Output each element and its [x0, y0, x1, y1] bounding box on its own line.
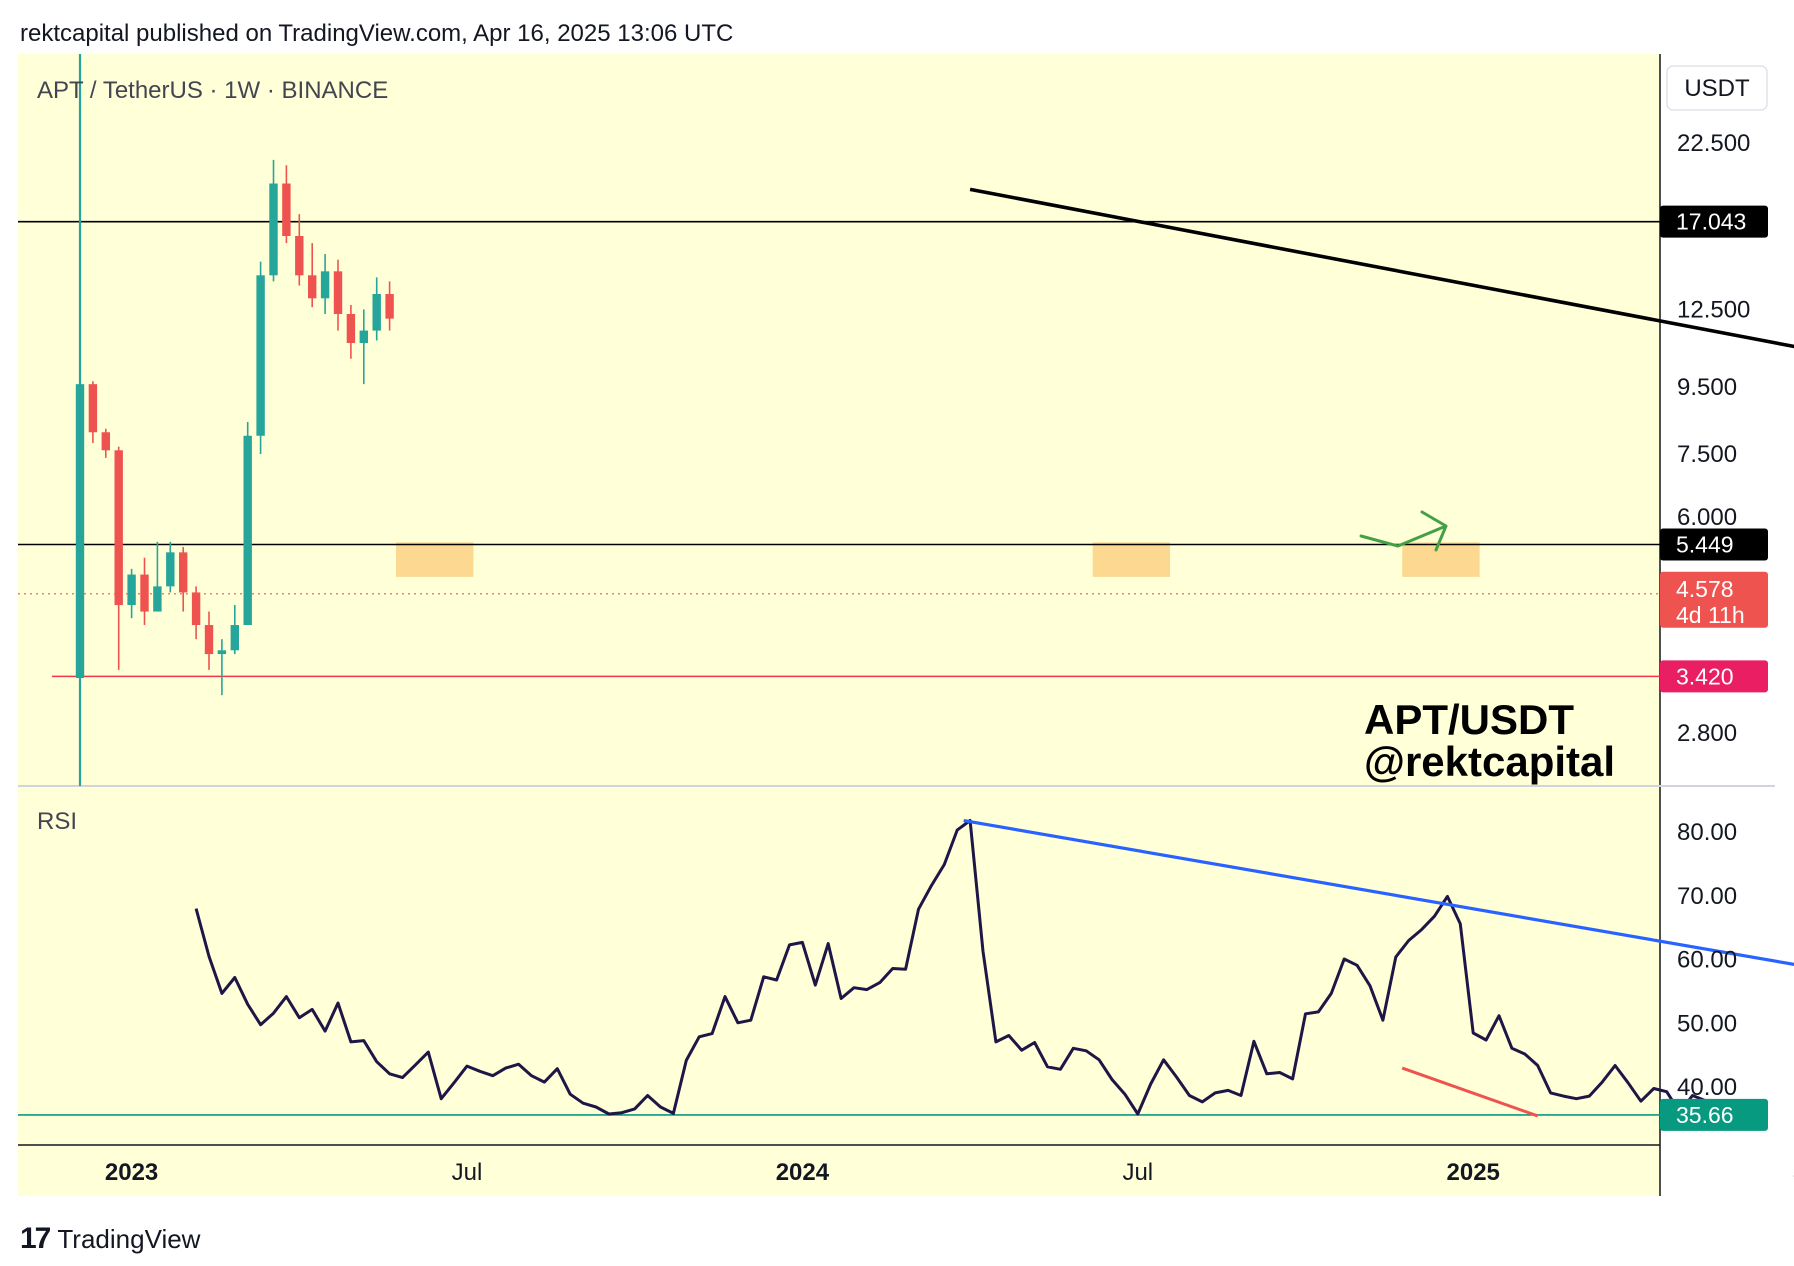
time-axis-background	[18, 1145, 1660, 1196]
horizontal-levels	[18, 220, 1660, 678]
current-price-label: 4.578	[1676, 576, 1734, 602]
candle-body	[346, 313, 356, 344]
candle-body	[320, 271, 330, 299]
time-tick-label: Jul	[1122, 1159, 1153, 1186]
candle-body	[295, 236, 304, 276]
candle-body	[217, 650, 227, 655]
candle-body	[385, 293, 394, 319]
symbol-title: APT / TetherUS · 1W · BINANCE	[37, 77, 388, 104]
tradingview-logo-icon: 17	[20, 1222, 51, 1255]
candle-body	[269, 183, 278, 276]
rsi-tick-label: 60.00	[1677, 947, 1737, 974]
price-tick-label: 2.800	[1677, 720, 1737, 747]
support-zones	[396, 542, 1480, 577]
price-tick-label: 22.500	[1677, 130, 1750, 157]
rsi-current-label: 35.66	[1676, 1102, 1734, 1128]
trading-chart[interactable]: 22.500 12.500 9.500 7.500 6.000 2.800 80.00 70…	[0, 0, 1794, 1210]
candle-body	[127, 574, 136, 606]
candle-body	[243, 435, 252, 626]
support-zone	[1402, 542, 1480, 577]
level-tag-3-label: 3.420	[1676, 663, 1734, 689]
candle-body	[140, 574, 149, 612]
candle-body	[75, 384, 85, 679]
candle-body	[333, 271, 343, 314]
candle-body	[256, 275, 265, 436]
resistance-trendline[interactable]	[969, 187, 1794, 381]
level-tag-17-label: 17.043	[1676, 209, 1746, 235]
candlestick-series	[75, 54, 394, 786]
candle-body	[204, 625, 214, 655]
price-axis-ticks: 22.500 12.500 9.500 7.500 6.000 2.800	[1677, 130, 1750, 747]
candle-body	[114, 450, 123, 606]
candle-body	[372, 293, 381, 331]
time-axis-ticks: 2023Jul2024Jul2025Jul	[105, 1159, 1794, 1186]
time-tick-label: 2025	[1447, 1159, 1500, 1186]
level-tag-5-label: 5.449	[1676, 531, 1734, 557]
countdown-label: 4d 11h	[1676, 602, 1745, 628]
rsi-tick-label: 80.00	[1677, 819, 1737, 846]
time-tick-label: 2023	[105, 1159, 158, 1186]
price-tick-label: 6.000	[1677, 504, 1737, 531]
candle-body	[88, 384, 98, 433]
candle-body	[179, 552, 188, 593]
rsi-tick-label: 40.00	[1677, 1074, 1737, 1101]
price-tick-label: 7.500	[1677, 441, 1737, 468]
watermark-author: @rektcapital	[1364, 738, 1615, 785]
support-zone	[1092, 542, 1171, 577]
level-tag-5	[1660, 528, 1768, 561]
candle-body	[359, 330, 368, 344]
rsi-series-group	[18, 818, 1794, 1118]
rsi-label: RSI	[37, 808, 77, 835]
rsi-divergence-line[interactable]	[1401, 1066, 1539, 1118]
candle-body	[308, 275, 317, 299]
candle-body	[166, 552, 175, 587]
watermark-pair: APT/USDT	[1364, 696, 1574, 743]
price-tick-label: 9.500	[1677, 374, 1737, 401]
publish-header: rektcapital published on TradingView.com…	[20, 20, 734, 47]
tradingview-brand: TradingView	[57, 1223, 201, 1254]
candle-body	[230, 625, 239, 651]
candle-body	[282, 183, 291, 237]
rsi-line	[194, 819, 1706, 1116]
candle-body	[191, 592, 201, 626]
support-zone	[396, 542, 474, 577]
time-tick-label: Jul	[452, 1159, 483, 1186]
level-tag-3	[1660, 660, 1768, 693]
rsi-current-tag	[1660, 1098, 1768, 1131]
time-tick-label: 2024	[776, 1159, 830, 1186]
level-tag-17	[1660, 205, 1768, 238]
price-tick-label: 12.500	[1677, 296, 1750, 323]
rsi-tick-label: 50.00	[1677, 1010, 1737, 1037]
resistance-trendline-group	[969, 187, 1794, 381]
rsi-axis-ticks: 80.00 70.00 60.00 50.00 40.00	[1677, 819, 1737, 1101]
green-arrow-icon	[1359, 510, 1448, 552]
tradingview-footer[interactable]: 17 TradingView	[20, 1222, 200, 1256]
chart-background	[18, 54, 1775, 1196]
candle-body	[153, 586, 162, 612]
rsi-trendline[interactable]	[963, 818, 1794, 996]
currency-label: USDT	[1684, 75, 1750, 102]
candle-body	[101, 432, 110, 451]
rsi-tick-label: 70.00	[1677, 883, 1737, 910]
currency-button[interactable]	[1666, 65, 1768, 111]
current-price-tag	[1660, 571, 1768, 628]
